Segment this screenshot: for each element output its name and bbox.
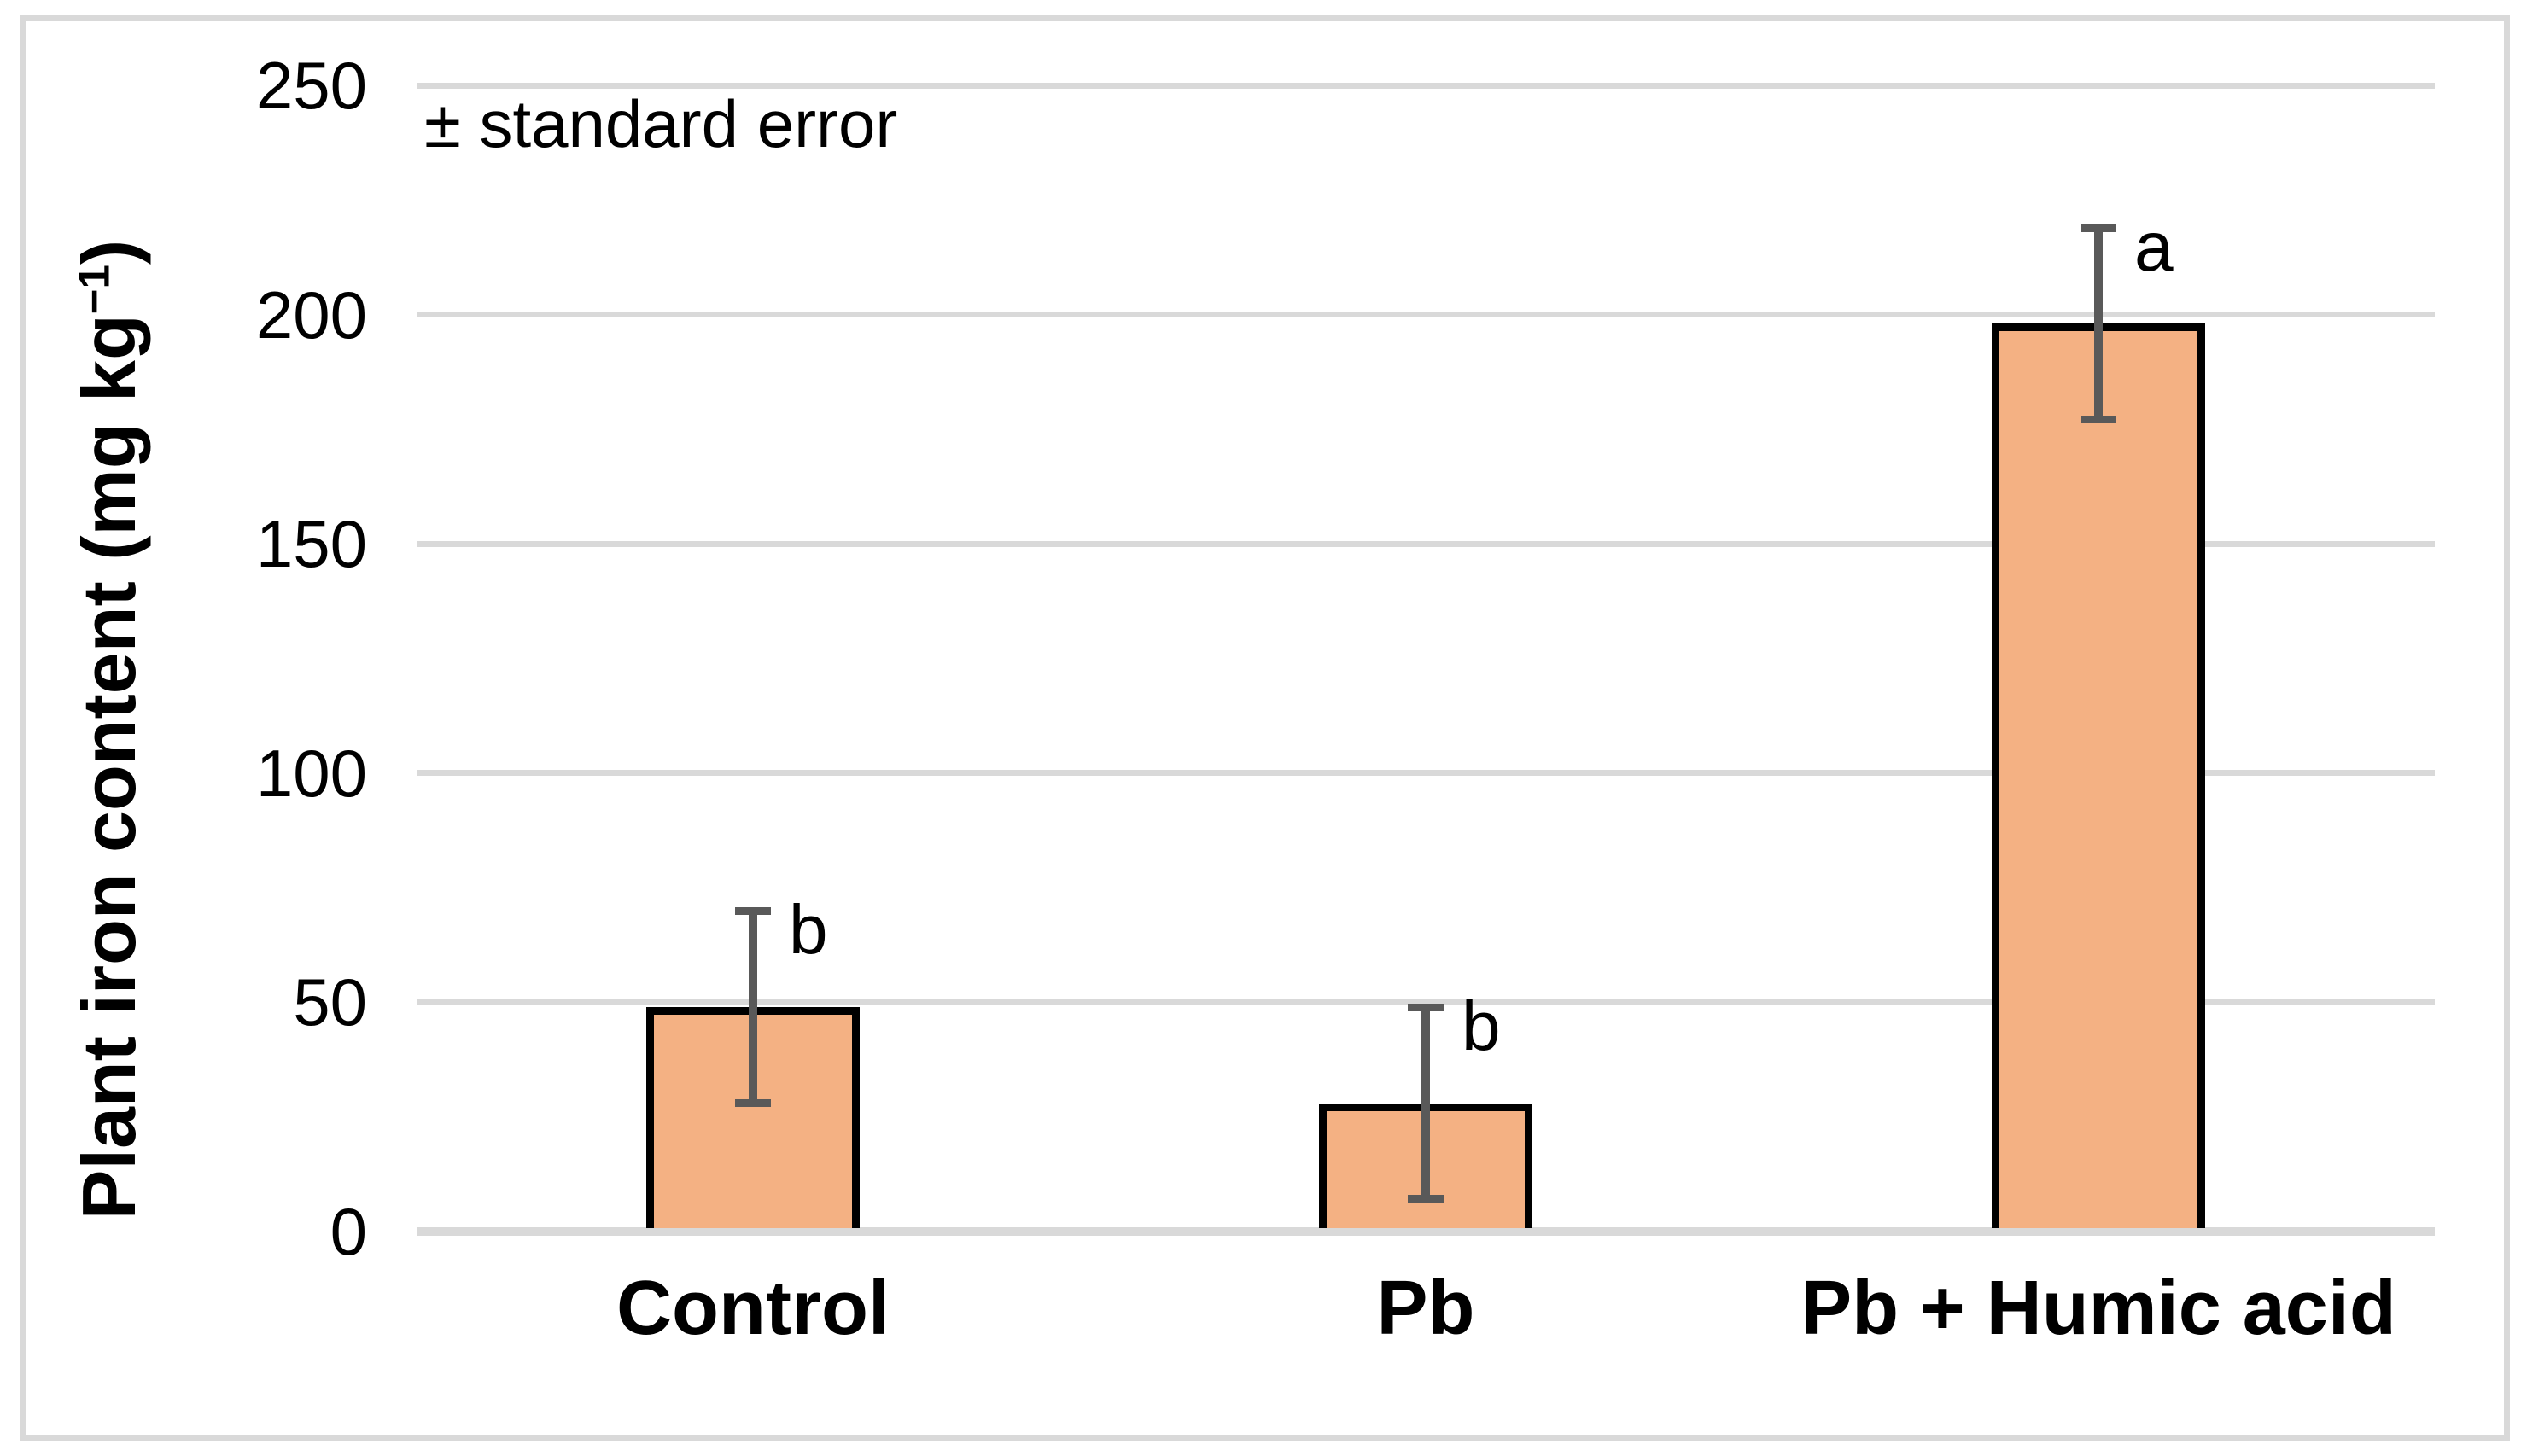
sig-letter-control: b bbox=[789, 890, 828, 969]
error-bar-cap-bottom-control bbox=[735, 1098, 771, 1107]
error-bar-cap-top-pb bbox=[1408, 1003, 1444, 1011]
y-tick-label-50: 50 bbox=[293, 964, 367, 1040]
gridline-0 bbox=[417, 1227, 2435, 1236]
error-bar-cap-bottom-pb-humic-acid bbox=[2081, 416, 2116, 424]
y-tick-label-100: 100 bbox=[255, 735, 367, 811]
error-bar-pb bbox=[1421, 1006, 1430, 1200]
x-label-control: Control bbox=[616, 1266, 890, 1351]
bar-pb-humic-acid bbox=[1992, 323, 2205, 1228]
y-tick-label-0: 0 bbox=[330, 1194, 367, 1269]
y-axis-title: Plant iron content (mg kg−1) bbox=[66, 240, 153, 1220]
x-label-pb: Pb bbox=[1376, 1266, 1475, 1351]
error-bar-control bbox=[749, 910, 757, 1104]
gridline-150 bbox=[417, 540, 2435, 547]
x-label-pb-humic-acid: Pb + Humic acid bbox=[1800, 1266, 2396, 1351]
error-bar-cap-bottom-pb bbox=[1408, 1195, 1444, 1203]
y-axis-title-superscript: −1 bbox=[69, 265, 119, 315]
error-bar-pb-humic-acid bbox=[2094, 227, 2103, 421]
y-axis-title-close: ) bbox=[67, 239, 151, 265]
standard-error-annotation: ± standard error bbox=[424, 86, 898, 161]
sig-letter-pb: b bbox=[1462, 987, 1501, 1065]
gridline-250 bbox=[417, 82, 2435, 89]
error-bar-cap-top-control bbox=[735, 906, 771, 915]
y-tick-label-200: 200 bbox=[255, 277, 367, 352]
figure-border bbox=[20, 15, 2510, 1441]
gridline-100 bbox=[417, 770, 2435, 777]
y-tick-label-150: 150 bbox=[255, 506, 367, 582]
error-bar-cap-top-pb-humic-acid bbox=[2081, 224, 2116, 232]
sig-letter-pb-humic-acid: a bbox=[2134, 207, 2174, 286]
gridline-50 bbox=[417, 999, 2435, 1005]
gridline-200 bbox=[417, 312, 2435, 318]
y-tick-label-250: 250 bbox=[255, 48, 367, 123]
